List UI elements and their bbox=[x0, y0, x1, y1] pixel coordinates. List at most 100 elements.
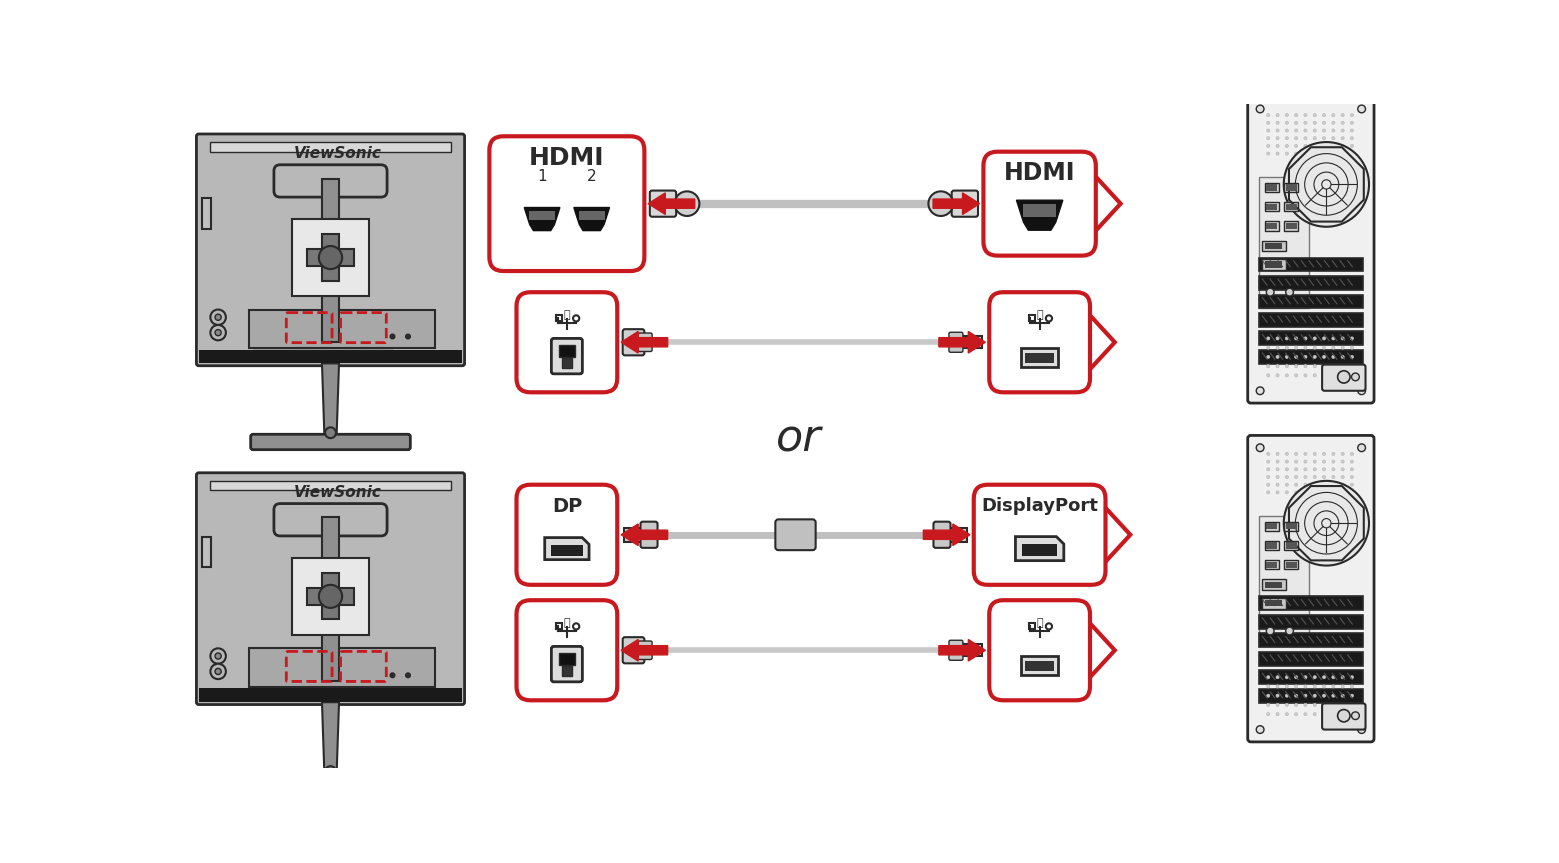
FancyBboxPatch shape bbox=[1286, 185, 1297, 191]
Circle shape bbox=[1294, 346, 1297, 350]
Circle shape bbox=[1303, 685, 1306, 688]
Circle shape bbox=[1303, 152, 1306, 155]
FancyBboxPatch shape bbox=[1264, 183, 1278, 192]
Circle shape bbox=[1285, 144, 1288, 148]
Circle shape bbox=[1331, 356, 1335, 358]
Circle shape bbox=[1303, 129, 1306, 132]
Circle shape bbox=[1303, 703, 1306, 707]
FancyBboxPatch shape bbox=[1263, 241, 1286, 251]
FancyBboxPatch shape bbox=[960, 644, 982, 657]
Circle shape bbox=[1341, 152, 1344, 155]
Circle shape bbox=[1350, 152, 1353, 155]
Circle shape bbox=[1267, 136, 1269, 140]
Circle shape bbox=[1267, 374, 1269, 377]
Circle shape bbox=[1267, 129, 1269, 132]
Circle shape bbox=[1267, 144, 1269, 148]
Circle shape bbox=[1303, 694, 1306, 697]
Circle shape bbox=[1285, 452, 1288, 456]
Circle shape bbox=[1322, 136, 1325, 140]
Circle shape bbox=[1294, 713, 1297, 715]
Circle shape bbox=[1358, 444, 1366, 451]
Text: ViewSonic: ViewSonic bbox=[295, 146, 382, 161]
FancyBboxPatch shape bbox=[1258, 689, 1363, 702]
Circle shape bbox=[1285, 491, 1288, 494]
Circle shape bbox=[320, 246, 341, 269]
Circle shape bbox=[1341, 685, 1344, 688]
FancyBboxPatch shape bbox=[1285, 560, 1299, 570]
Circle shape bbox=[1285, 703, 1288, 707]
Circle shape bbox=[1350, 114, 1353, 117]
Circle shape bbox=[1285, 676, 1288, 679]
Circle shape bbox=[1313, 713, 1316, 715]
Circle shape bbox=[1341, 144, 1344, 148]
FancyBboxPatch shape bbox=[323, 518, 338, 681]
FancyBboxPatch shape bbox=[323, 573, 338, 620]
Circle shape bbox=[215, 314, 221, 320]
FancyArrow shape bbox=[620, 524, 667, 545]
Circle shape bbox=[1275, 364, 1278, 368]
Circle shape bbox=[1275, 468, 1278, 471]
FancyBboxPatch shape bbox=[210, 142, 451, 152]
Circle shape bbox=[1294, 152, 1297, 155]
FancyBboxPatch shape bbox=[949, 640, 963, 660]
Circle shape bbox=[1322, 122, 1325, 124]
Circle shape bbox=[1275, 483, 1278, 486]
Circle shape bbox=[1285, 114, 1288, 117]
FancyBboxPatch shape bbox=[1286, 562, 1297, 568]
Circle shape bbox=[1313, 136, 1316, 140]
Circle shape bbox=[1341, 136, 1344, 140]
Circle shape bbox=[1286, 627, 1294, 635]
Circle shape bbox=[1303, 676, 1306, 679]
FancyBboxPatch shape bbox=[1322, 364, 1366, 391]
FancyBboxPatch shape bbox=[578, 211, 605, 220]
Circle shape bbox=[1331, 374, 1335, 377]
Circle shape bbox=[1303, 144, 1306, 148]
Circle shape bbox=[1303, 483, 1306, 486]
Circle shape bbox=[1350, 703, 1353, 707]
FancyBboxPatch shape bbox=[1264, 600, 1281, 607]
FancyBboxPatch shape bbox=[1258, 276, 1363, 290]
Circle shape bbox=[1267, 703, 1269, 707]
Circle shape bbox=[326, 427, 335, 438]
Circle shape bbox=[1285, 136, 1288, 140]
Circle shape bbox=[1285, 152, 1288, 155]
Circle shape bbox=[1294, 337, 1297, 340]
FancyBboxPatch shape bbox=[274, 504, 387, 536]
Circle shape bbox=[1275, 491, 1278, 494]
FancyBboxPatch shape bbox=[1258, 331, 1363, 345]
Circle shape bbox=[1294, 364, 1297, 368]
FancyBboxPatch shape bbox=[1258, 652, 1363, 665]
Circle shape bbox=[210, 325, 226, 340]
FancyBboxPatch shape bbox=[1266, 185, 1277, 191]
Circle shape bbox=[1303, 136, 1306, 140]
Circle shape bbox=[1313, 491, 1316, 494]
Circle shape bbox=[1341, 491, 1344, 494]
Circle shape bbox=[1350, 483, 1353, 486]
Circle shape bbox=[1275, 694, 1278, 697]
Circle shape bbox=[1294, 460, 1297, 463]
Circle shape bbox=[1303, 713, 1306, 715]
FancyBboxPatch shape bbox=[1264, 222, 1278, 230]
Circle shape bbox=[1313, 364, 1316, 368]
Circle shape bbox=[929, 192, 953, 216]
Circle shape bbox=[1322, 152, 1325, 155]
FancyBboxPatch shape bbox=[1266, 204, 1277, 210]
Circle shape bbox=[1331, 144, 1335, 148]
Circle shape bbox=[1267, 483, 1269, 486]
Circle shape bbox=[1275, 337, 1278, 340]
Circle shape bbox=[1294, 136, 1297, 140]
FancyBboxPatch shape bbox=[1322, 703, 1366, 729]
Circle shape bbox=[1341, 703, 1344, 707]
Circle shape bbox=[1294, 452, 1297, 456]
FancyBboxPatch shape bbox=[949, 332, 963, 352]
FancyBboxPatch shape bbox=[945, 528, 967, 542]
Circle shape bbox=[1285, 356, 1288, 358]
FancyBboxPatch shape bbox=[1258, 294, 1363, 308]
FancyArrow shape bbox=[649, 192, 695, 214]
FancyBboxPatch shape bbox=[253, 350, 393, 359]
Circle shape bbox=[210, 310, 226, 325]
Circle shape bbox=[1294, 694, 1297, 697]
Circle shape bbox=[1341, 452, 1344, 456]
Circle shape bbox=[1267, 676, 1269, 679]
FancyBboxPatch shape bbox=[550, 545, 583, 556]
